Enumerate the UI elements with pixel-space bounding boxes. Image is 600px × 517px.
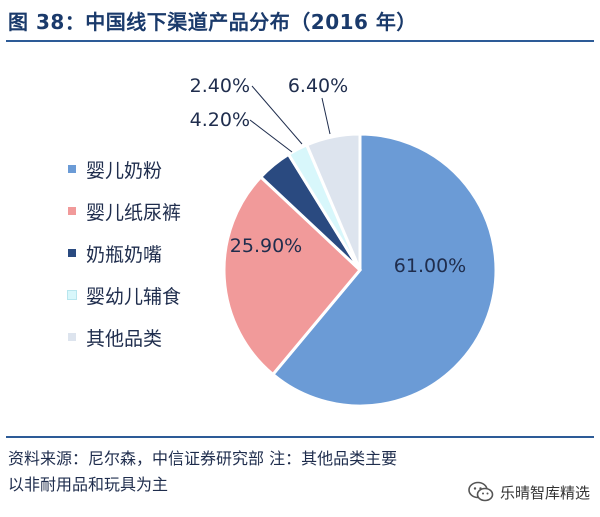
legend-swatch (68, 165, 76, 173)
legend-label: 婴儿奶粉 (86, 159, 163, 182)
data-label-2: 25.90% (230, 235, 302, 257)
pie-chart-svg: 61.00% 25.90% 4.20% 2.40% 6.40% (190, 75, 498, 408)
data-label-1: 61.00% (394, 255, 466, 277)
legend-label: 其他品类 (86, 327, 163, 350)
watermark-text: 乐晴智库精选 (499, 483, 590, 502)
data-label-5: 6.40% (288, 75, 348, 97)
legend-swatch (68, 207, 76, 215)
legend-item-3: 奶瓶奶嘴 (68, 232, 248, 274)
legend-item-4: 婴幼儿辅食 (67, 274, 248, 316)
title-divider (6, 40, 594, 42)
watermark: 乐晴智库精选 (468, 478, 590, 506)
leader-line-5 (321, 97, 331, 135)
legend-swatch (68, 249, 76, 257)
footer-divider (6, 436, 594, 438)
legend-label: 婴幼儿辅食 (86, 285, 182, 308)
data-label-4: 2.40% (190, 75, 250, 97)
chart-title: 图 38：中国线下渠道产品分布（2016 年） (8, 10, 417, 34)
source-note-line-1: 资料来源：尼尔森，中信证券研究部 注：其他品类主要 (8, 449, 398, 468)
leader-line-3 (249, 119, 293, 153)
legend-swatch (68, 333, 76, 341)
pie-slice-2 (222, 174, 363, 377)
source-note: 资料来源：尼尔森，中信证券研究部 注：其他品类主要 以非耐用品和玩具为主 (8, 446, 568, 498)
legend-item-5: 其他品类 (68, 316, 248, 358)
data-label-3: 4.20% (190, 109, 250, 131)
wechat-icon (468, 481, 494, 502)
legend-item-1: 婴儿奶粉 (68, 148, 248, 190)
pie-chart: 61.00% 25.90% 4.20% 2.40% 6.40% (0, 44, 600, 436)
leader-line-4 (251, 85, 303, 145)
source-note-line-2: 以非耐用品和玩具为主 (8, 475, 169, 494)
legend-swatch (67, 290, 77, 300)
legend-item-2: 婴儿纸尿裤 (68, 190, 248, 232)
pie-slice-1 (270, 132, 498, 408)
pie-slice-5 (304, 132, 362, 271)
legend-label: 奶瓶奶嘴 (86, 243, 163, 266)
chart-legend: 婴儿奶粉婴儿纸尿裤奶瓶奶嘴婴幼儿辅食其他品类 (67, 148, 248, 358)
legend-label: 婴儿纸尿裤 (86, 201, 182, 224)
